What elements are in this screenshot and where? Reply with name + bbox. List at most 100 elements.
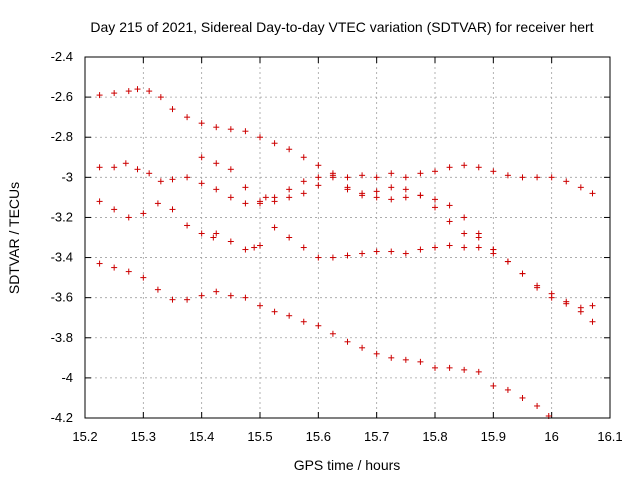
data-point (490, 382, 497, 389)
data-point (242, 294, 249, 301)
data-point (373, 194, 380, 201)
data-point (417, 246, 424, 253)
data-point (461, 162, 468, 169)
x-tick-label: 15.9 (481, 429, 506, 444)
data-point (227, 292, 234, 299)
data-point (589, 190, 596, 197)
data-point (134, 86, 141, 93)
data-point (589, 302, 596, 309)
data-point (157, 94, 164, 101)
data-point (198, 180, 205, 187)
data-point (504, 386, 511, 393)
data-point (257, 200, 263, 207)
data-point (461, 230, 468, 237)
data-point (402, 250, 409, 257)
x-tick-label: 15.4 (189, 429, 214, 444)
data-point (315, 254, 322, 261)
data-point (134, 166, 141, 173)
data-point (96, 260, 103, 267)
data-point (242, 184, 249, 191)
data-point (446, 164, 453, 171)
data-point (475, 164, 482, 171)
data-point (213, 124, 220, 131)
data-point (388, 196, 395, 203)
data-point (213, 186, 220, 193)
data-point (446, 218, 453, 225)
data-point (373, 248, 380, 255)
data-point (242, 128, 249, 135)
data-point (417, 170, 424, 177)
data-point (315, 162, 322, 169)
data-points (96, 86, 596, 419)
data-point (169, 176, 176, 183)
data-point (388, 248, 395, 255)
data-point (446, 242, 453, 249)
axis-ticks (84, 56, 611, 419)
series-track-e (96, 260, 552, 419)
data-point (271, 224, 278, 231)
data-point (344, 174, 351, 181)
data-point (315, 182, 322, 189)
data-point (329, 330, 336, 337)
data-point (388, 354, 395, 361)
data-point (300, 244, 307, 251)
chart-title: Day 215 of 2021, Sidereal Day-to-day VTE… (90, 19, 593, 35)
data-point (111, 164, 118, 171)
data-point (169, 106, 176, 113)
series-track-b (96, 160, 596, 311)
data-point (344, 252, 351, 259)
data-point (589, 318, 596, 325)
data-point (563, 300, 570, 307)
data-point (286, 234, 293, 241)
data-point (125, 214, 132, 221)
data-point (359, 250, 366, 257)
data-point (504, 172, 511, 179)
data-point (300, 178, 307, 185)
data-point (475, 368, 482, 375)
data-point (432, 196, 438, 203)
data-point (577, 184, 584, 191)
data-point (344, 338, 351, 345)
data-point (300, 190, 307, 197)
data-point (286, 312, 293, 319)
data-point (286, 186, 293, 193)
data-point (111, 90, 118, 97)
x-tick-label: 16 (544, 429, 558, 444)
data-point (213, 288, 220, 295)
x-tick-label: 16.1 (597, 429, 622, 444)
data-point (475, 234, 482, 241)
data-point (154, 286, 161, 293)
x-tick-label: 15.5 (247, 429, 272, 444)
data-point (198, 292, 205, 299)
y-axis-label: SDTVAR / TECUs (6, 182, 22, 294)
data-point (184, 114, 191, 121)
data-point (373, 188, 380, 195)
data-point (125, 268, 132, 275)
data-point (227, 166, 234, 173)
data-point (461, 244, 468, 251)
data-point (184, 174, 191, 181)
data-point (432, 168, 438, 175)
data-point (300, 318, 307, 325)
data-point (96, 92, 103, 99)
data-point (111, 206, 118, 213)
x-tick-label: 15.2 (72, 429, 97, 444)
data-point (184, 296, 191, 303)
y-tick-label: -2.4 (51, 49, 73, 64)
data-point (402, 194, 409, 201)
data-point (184, 222, 191, 229)
data-point (227, 126, 234, 133)
data-point (329, 172, 336, 179)
data-point (111, 264, 118, 271)
y-tick-label: -2.8 (51, 129, 73, 144)
data-point (519, 394, 526, 401)
data-point (359, 172, 366, 179)
y-tick-label: -3.4 (51, 250, 73, 265)
plot-frame (84, 56, 611, 419)
data-point (373, 174, 380, 181)
data-point (300, 154, 307, 161)
data-point (534, 402, 541, 409)
data-point (169, 206, 176, 213)
y-tick-label: -3 (61, 169, 73, 184)
